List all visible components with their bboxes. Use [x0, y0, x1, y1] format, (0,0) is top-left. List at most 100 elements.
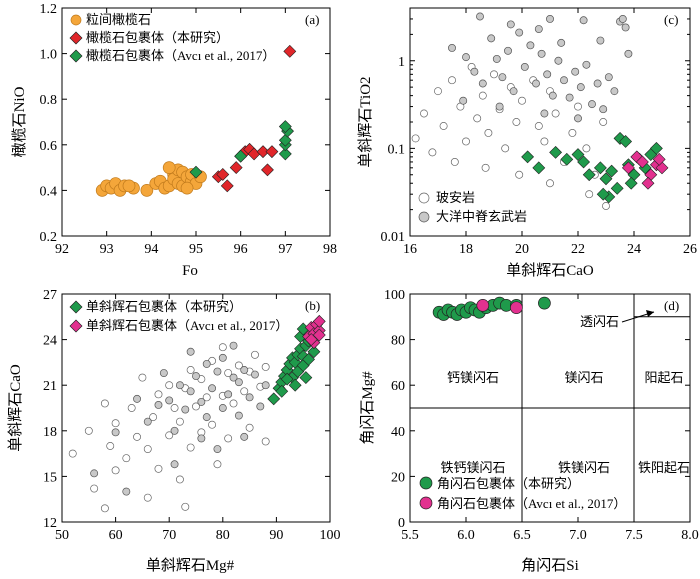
y-tick-label: 18 — [43, 425, 57, 440]
data-point — [571, 148, 585, 161]
data-point — [84, 426, 93, 435]
data-point — [240, 432, 249, 441]
data-point — [275, 384, 289, 398]
y-tick-label: 1 — [398, 55, 405, 70]
y-tick-label: 0.6 — [40, 139, 58, 154]
data-point — [186, 347, 195, 356]
x-tick-label: 93 — [100, 242, 114, 257]
data-point — [582, 144, 591, 153]
data-point — [220, 179, 234, 193]
data-point — [593, 79, 602, 88]
data-point — [599, 105, 608, 114]
data-point — [218, 404, 227, 412]
data-point — [546, 14, 554, 23]
data-point — [180, 181, 194, 195]
data-point — [251, 350, 259, 359]
data-point — [261, 363, 270, 371]
data-point — [655, 161, 669, 175]
panel-a-xlabel: Fo — [182, 263, 198, 279]
tremolite-arrow-head — [646, 310, 654, 317]
data-point — [434, 87, 442, 96]
x-tick-label: 5.5 — [401, 528, 419, 543]
legend-b-label-1: 单斜辉石包裹体（Avcı et al., 2017） — [86, 318, 288, 333]
data-point — [504, 46, 512, 55]
x-tick-label: 92 — [55, 242, 69, 257]
data-point — [538, 296, 551, 310]
data-point — [240, 387, 249, 396]
panel-c-xlabel: 单斜辉石CaO — [506, 262, 594, 279]
legend-c-marker-0 — [418, 192, 430, 204]
data-point — [506, 20, 515, 29]
data-point — [577, 155, 591, 169]
data-point — [165, 381, 174, 390]
data-point — [554, 56, 563, 65]
legend-a-label-0: 粒间橄榄石 — [86, 12, 151, 27]
legend-b-marker-1 — [69, 319, 83, 333]
data-point — [224, 390, 233, 399]
legend-a-marker-1 — [69, 31, 83, 45]
data-point — [439, 122, 448, 130]
data-point — [621, 23, 630, 32]
x-tick-label: 16 — [403, 242, 417, 257]
x-tick-label: 50 — [55, 528, 69, 543]
data-point — [302, 352, 315, 366]
data-point — [175, 475, 184, 484]
data-point — [256, 402, 265, 411]
panel-a-tag: (a) — [305, 12, 319, 27]
data-point — [510, 301, 523, 315]
data-point — [532, 79, 540, 88]
x-tick-label: 22 — [571, 242, 585, 257]
data-point — [560, 76, 568, 85]
data-point — [630, 150, 644, 164]
panel-b-legend: 单斜辉石包裹体（本研究） 单斜辉石包裹体（Avcı et al., 2017） — [69, 299, 288, 333]
data-point — [261, 381, 270, 390]
x-tick-label: 70 — [162, 528, 176, 543]
data-point — [312, 314, 326, 328]
data-point — [492, 54, 501, 63]
panel-b: 50 60 70 80 90 100 12 15 18 21 24 27 (b) 单斜辉石Mg# 单斜… — [7, 288, 341, 574]
data-point — [251, 370, 259, 379]
data-point — [610, 181, 624, 195]
data-point — [540, 137, 549, 146]
panel-d-field-lines — [410, 294, 690, 522]
data-point — [170, 404, 179, 412]
data-point — [234, 149, 248, 163]
panel-d-points — [432, 296, 551, 321]
data-point — [138, 373, 147, 382]
y-tick-label: 27 — [43, 288, 57, 303]
data-point — [599, 172, 613, 186]
data-point — [186, 387, 195, 396]
data-point — [100, 504, 109, 513]
data-point — [549, 145, 563, 159]
data-point — [186, 443, 195, 452]
data-point — [574, 114, 582, 123]
panel-d-tag: (d) — [664, 298, 679, 313]
data-point — [649, 141, 663, 155]
data-point — [245, 393, 254, 402]
panel-d-ticks: 5.5 6.0 6.5 7.0 7.5 8.0 0 20 40 60 80 100 — [384, 288, 699, 543]
data-point — [122, 454, 131, 463]
data-point — [216, 168, 230, 181]
data-point — [261, 163, 274, 177]
data-point — [175, 381, 184, 390]
legend-b-marker-0 — [69, 300, 83, 314]
data-point — [165, 431, 174, 440]
legend-a-label-2: 橄榄石包裹体（Avcı et al., 2017） — [86, 48, 275, 63]
y-tick-label: 0.01 — [381, 230, 406, 245]
data-point — [111, 466, 120, 475]
data-point — [256, 145, 270, 159]
panel-b-xlabel: 单斜辉石Mg# — [146, 557, 235, 574]
data-point — [202, 359, 211, 368]
x-tick-label: 96 — [234, 242, 248, 257]
data-point — [162, 161, 176, 174]
data-point — [159, 369, 168, 377]
data-point — [518, 96, 526, 105]
data-point — [122, 179, 136, 193]
data-point — [133, 394, 141, 403]
data-point — [470, 67, 479, 76]
panel-a-points — [95, 44, 297, 197]
panel-d-ylabel: 角闪石Mg# — [359, 371, 376, 445]
panel-c-ticks: 16 18 20 22 24 26 0.01 0.1 1 — [381, 7, 697, 257]
data-point — [501, 144, 510, 153]
